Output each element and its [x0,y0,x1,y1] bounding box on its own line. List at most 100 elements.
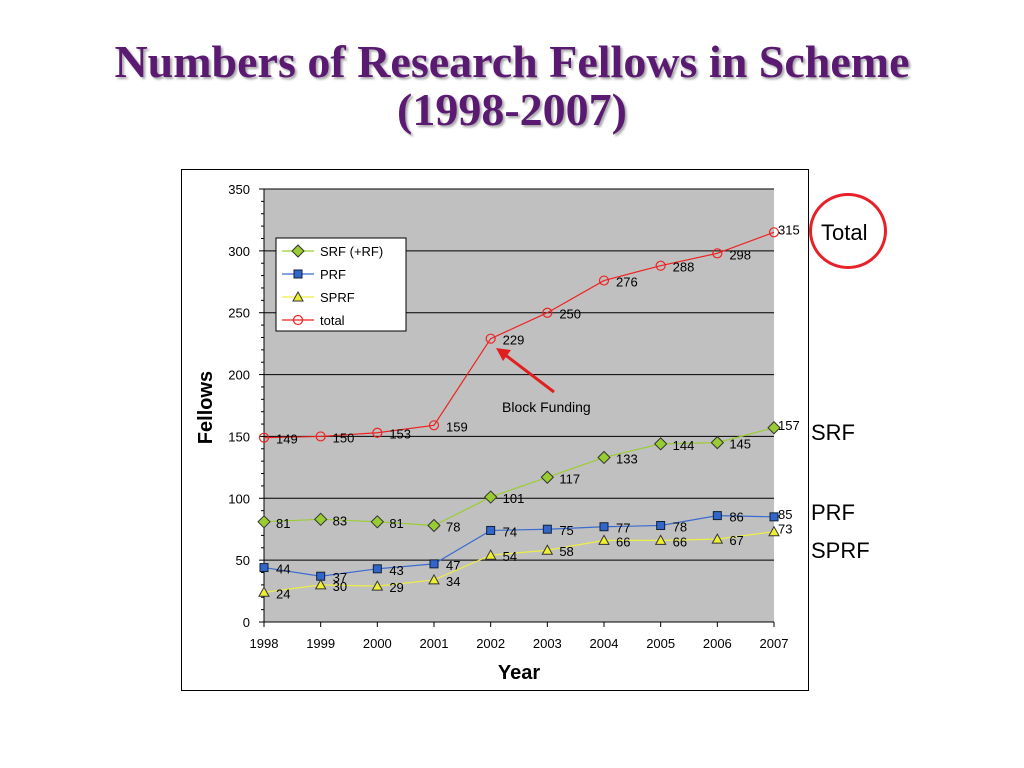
data-point-2-4 [484,549,497,560]
data-label-2-4: 54 [503,549,517,564]
legend-label-1: PRF [320,267,346,282]
x-tick-label-2002: 2002 [476,636,505,651]
data-point-0-5 [540,470,555,484]
data-label-0-6: 133 [616,451,638,466]
x-tick-label-1998: 1998 [250,636,279,651]
y-tick-label-100: 100 [228,491,250,506]
data-point-3-9 [768,227,780,238]
data-point-2-3 [428,573,440,585]
series-line-1 [263,515,775,577]
data-point-0-9 [767,421,781,435]
data-label-3-2: 153 [389,427,411,442]
x-tick-label-1999: 1999 [306,636,335,651]
data-point-1-4 [486,525,496,535]
data-label-1-6: 77 [616,521,630,536]
data-point-2-2 [371,580,384,591]
data-point-1-7 [656,521,666,531]
data-label-1-9: 85 [778,507,792,522]
data-point-1-6 [599,522,609,532]
y-tick-label-50: 50 [236,553,250,568]
x-tick-label-2007: 2007 [760,636,789,651]
y-tick-label-150: 150 [228,429,250,444]
data-label-0-0: 81 [276,516,290,531]
legend-label-3: total [320,313,345,328]
side-label-prf: PRF [811,500,855,525]
data-point-0-2 [370,515,385,529]
annotation-arrow-head [496,348,511,361]
data-point-0-3 [427,518,441,533]
data-point-1-5 [542,524,552,534]
data-point-2-6 [598,534,610,545]
data-point-1-3 [429,559,439,569]
y-tick-label-300: 300 [228,244,250,259]
data-point-2-1 [314,578,327,590]
x-tick-label-2001: 2001 [420,636,449,651]
data-point-2-5 [541,544,554,555]
data-label-1-1: 37 [333,570,347,585]
series-line-3 [263,231,775,439]
data-point-1-8 [712,511,722,521]
data-label-2-7: 66 [673,534,687,549]
data-label-2-0: 24 [276,586,290,601]
annotation-arrow-shaft [503,352,555,394]
data-label-2-9: 73 [778,522,792,537]
y-tick-label-250: 250 [228,306,250,321]
x-tick-label-2000: 2000 [363,636,392,651]
series-line-2 [263,531,775,593]
side-label-total: Total [821,220,868,245]
data-point-3-8 [712,248,723,259]
data-point-3-7 [655,260,666,271]
data-point-3-5 [542,307,553,318]
data-label-2-8: 67 [729,533,743,548]
legend-label-2: SPRF [320,290,355,305]
data-point-0-1 [313,512,328,527]
annotation-block-funding: Block Funding [502,399,591,415]
data-label-3-8: 298 [729,247,751,262]
data-label-2-2: 29 [389,580,403,595]
data-point-2-0 [258,586,270,597]
title-line-2: (1998-2007) [397,84,627,135]
data-label-3-1: 150 [333,430,355,445]
data-label-1-3: 47 [446,558,460,573]
legend-marker-0 [291,244,305,258]
legend-marker-3 [292,314,304,326]
side-label-sprf: SPRF [811,538,870,563]
series-line-0 [263,427,775,527]
data-label-3-6: 276 [616,275,638,290]
data-point-1-0 [259,563,269,573]
data-point-0-7 [653,437,668,451]
data-point-0-6 [597,450,611,465]
data-label-0-3: 78 [446,520,460,535]
data-label-1-5: 75 [559,523,573,538]
data-label-0-4: 101 [503,491,525,506]
page-title: Numbers of Research Fellows in Scheme (1… [0,38,1024,134]
data-label-2-6: 66 [616,534,630,549]
data-label-0-9: 157 [778,418,800,433]
y-axis-title: Fellows [195,371,217,444]
x-tick-label-2005: 2005 [646,636,675,651]
data-point-3-6 [598,275,610,286]
data-label-3-7: 288 [673,260,695,275]
data-point-3-4 [485,333,496,344]
title-line-1: Numbers of Research Fellows in Scheme [114,36,910,87]
data-label-1-2: 43 [389,563,403,578]
data-label-2-3: 34 [446,574,460,589]
data-label-1-4: 74 [503,524,517,539]
data-label-0-8: 145 [729,437,751,452]
y-tick-label-0: 0 [243,615,250,630]
data-label-0-5: 117 [559,471,580,486]
data-point-2-7 [654,534,667,545]
side-label-srf: SRF [811,420,855,445]
data-point-2-9 [768,525,780,537]
data-label-3-9: 315 [778,222,800,237]
data-label-0-2: 81 [389,516,403,531]
x-tick-label-2003: 2003 [533,636,562,651]
legend-marker-1 [293,269,303,279]
y-tick-label-350: 350 [228,182,250,197]
x-axis-title: Year [498,662,540,684]
data-label-3-5: 250 [559,307,581,322]
data-point-3-1 [315,431,326,442]
data-label-2-5: 58 [559,544,573,559]
data-point-0-8 [710,435,725,450]
